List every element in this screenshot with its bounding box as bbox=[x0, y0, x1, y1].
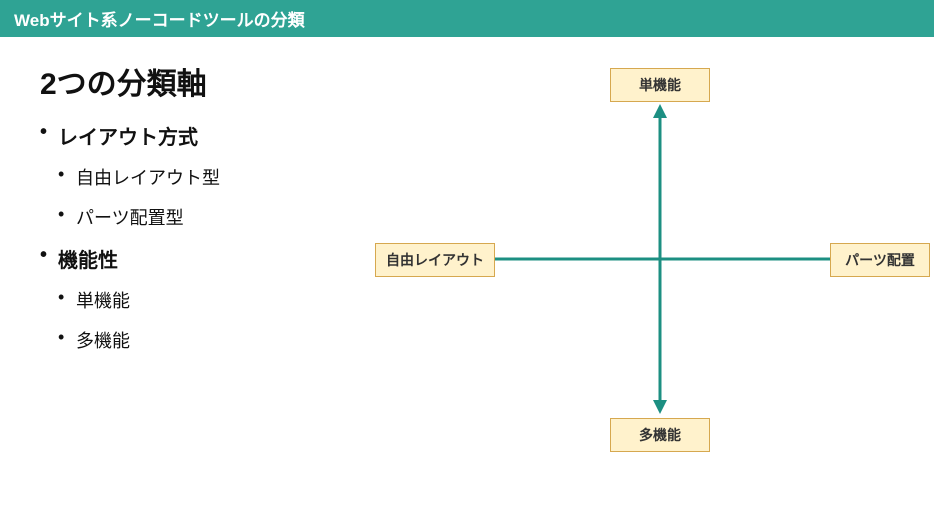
sub-bullet-item: 単機能 bbox=[58, 287, 380, 313]
content: 2つの分類軸 レイアウト方式自由レイアウト型パーツ配置型機能性単機能多機能 単機… bbox=[0, 37, 934, 479]
axis-label-right: パーツ配置 bbox=[830, 243, 930, 277]
sub-list: 自由レイアウト型パーツ配置型 bbox=[58, 164, 380, 230]
axis-label-top: 単機能 bbox=[610, 68, 710, 102]
bullet-item: レイアウト方式自由レイアウト型パーツ配置型 bbox=[40, 121, 380, 230]
axis-label-left: 自由レイアウト bbox=[375, 243, 495, 277]
bullet-item: 機能性単機能多機能 bbox=[40, 244, 380, 353]
axis-label-bottom: 多機能 bbox=[610, 418, 710, 452]
header-title: Webサイト系ノーコードツールの分類 bbox=[14, 11, 305, 30]
sub-list: 単機能多機能 bbox=[58, 287, 380, 353]
sub-bullet-item: パーツ配置型 bbox=[58, 204, 380, 230]
left-column: 2つの分類軸 レイアウト方式自由レイアウト型パーツ配置型機能性単機能多機能 bbox=[40, 59, 380, 479]
sub-bullet-item: 多機能 bbox=[58, 327, 380, 353]
quadrant-diagram: 単機能多機能自由レイアウトパーツ配置 bbox=[380, 59, 894, 479]
header-bar: Webサイト系ノーコードツールの分類 bbox=[0, 0, 934, 37]
bullet-list: レイアウト方式自由レイアウト型パーツ配置型機能性単機能多機能 bbox=[40, 121, 380, 353]
sub-bullet-item: 自由レイアウト型 bbox=[58, 164, 380, 190]
page-title: 2つの分類軸 bbox=[40, 59, 380, 103]
bullet-label: レイアウト方式 bbox=[58, 127, 198, 149]
bullet-label: 機能性 bbox=[58, 250, 118, 272]
